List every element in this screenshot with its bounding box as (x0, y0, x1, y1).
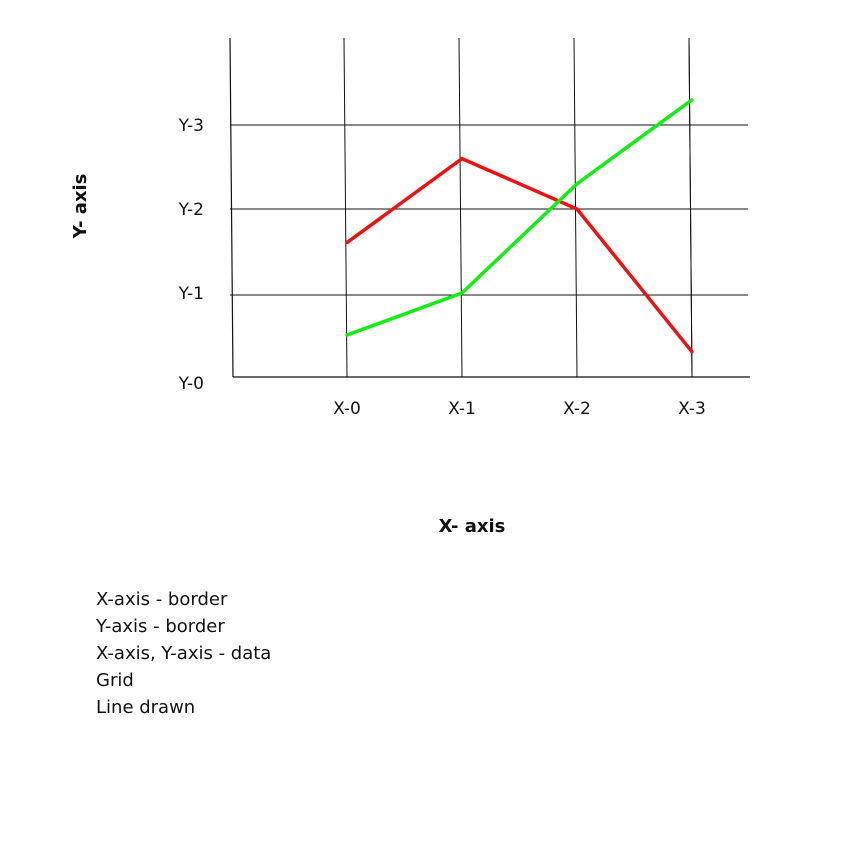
notes-list: X-axis - border Y-axis - border X-axis, … (96, 586, 271, 721)
x-axis-title: X- axis (439, 516, 506, 537)
grid-line-vertical-0 (343, 37, 348, 378)
x-tick-label: X-3 (678, 399, 706, 419)
series-1-point-0 (345, 333, 349, 337)
note-item: Grid (96, 670, 134, 691)
axes (229, 37, 750, 378)
note-item: Y-axis - border (96, 616, 225, 637)
y-axis-title: Y- axis (70, 174, 91, 240)
series-line-0 (345, 156, 694, 353)
y-tick-label: Y-0 (178, 374, 204, 394)
series-0-point-0 (345, 241, 349, 245)
series-line-1 (346, 98, 694, 337)
series-1-point-3 (690, 98, 694, 102)
series-0-point-3 (690, 350, 694, 354)
grid-line-vertical-end (688, 37, 693, 378)
series-0-point-1 (460, 157, 464, 161)
series (345, 98, 694, 354)
x-tick-label: X-0 (333, 399, 361, 419)
series-0-point-2 (575, 207, 579, 211)
x-tick-label: X-2 (563, 399, 591, 419)
grid-line-vertical-1 (458, 37, 463, 378)
note-item: X-axis - border (96, 589, 228, 610)
y-tick-label: Y-2 (178, 200, 204, 220)
series-1-point-1 (460, 291, 464, 295)
x-tick-label: X-1 (448, 399, 476, 419)
y-tick-labels: Y-0 Y-1 Y-2 Y-3 (178, 116, 204, 394)
note-item: Line drawn (96, 697, 196, 718)
note-item: X-axis, Y-axis - data (96, 643, 272, 664)
grid (230, 37, 748, 378)
y-tick-label: Y-3 (178, 116, 204, 136)
y-axis-line (229, 37, 234, 378)
y-tick-label: Y-1 (178, 284, 204, 304)
x-tick-labels: X-0 X-1 X-2 X-3 (333, 399, 706, 419)
series-1-point-2 (575, 182, 579, 186)
